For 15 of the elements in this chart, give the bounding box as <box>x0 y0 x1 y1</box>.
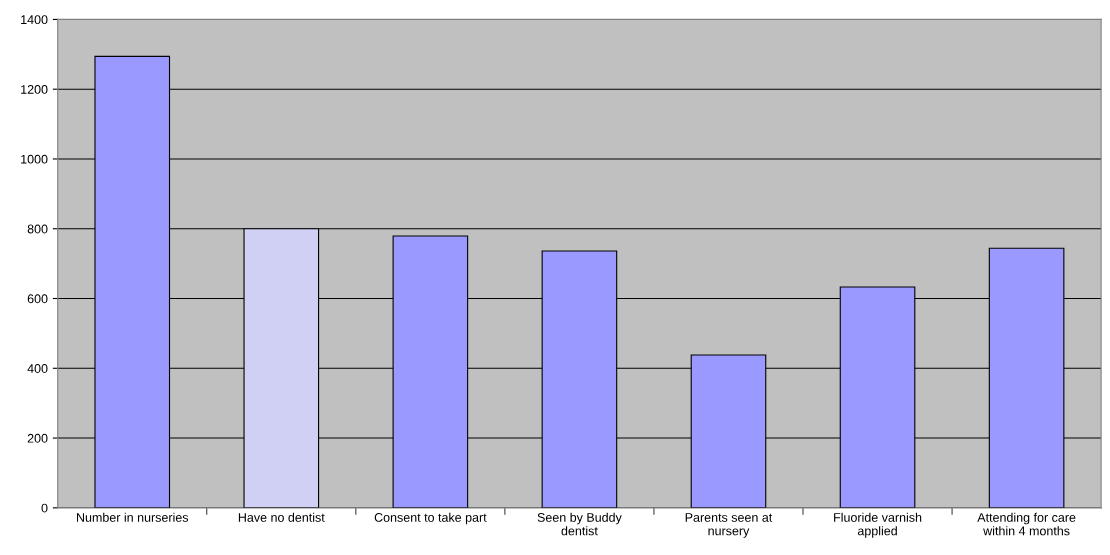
y-tick-label: 1000 <box>21 154 48 164</box>
y-tick-label: 1400 <box>21 15 48 25</box>
y-tick-label: 600 <box>27 294 48 304</box>
y-tick-label: 0 <box>41 503 48 513</box>
x-tick-label: Have no dentist <box>238 512 325 522</box>
x-tick-label: Parents seen at nursery <box>685 513 773 538</box>
x-tick-label: Seen by Buddy dentist <box>537 512 622 536</box>
y-tick-label: 800 <box>27 224 48 234</box>
y-tick-label: 200 <box>27 433 48 443</box>
x-tick-label: Number in nurseries <box>77 512 189 522</box>
x-tick-label: Fluoride varnish applied <box>834 512 922 538</box>
y-tick-label: 400 <box>27 364 48 373</box>
x-tick-label: Consent to take part <box>374 512 487 525</box>
y-tick-label: 1200 <box>21 85 48 94</box>
x-tick-label: Attending for care within 4 months <box>977 512 1076 536</box>
